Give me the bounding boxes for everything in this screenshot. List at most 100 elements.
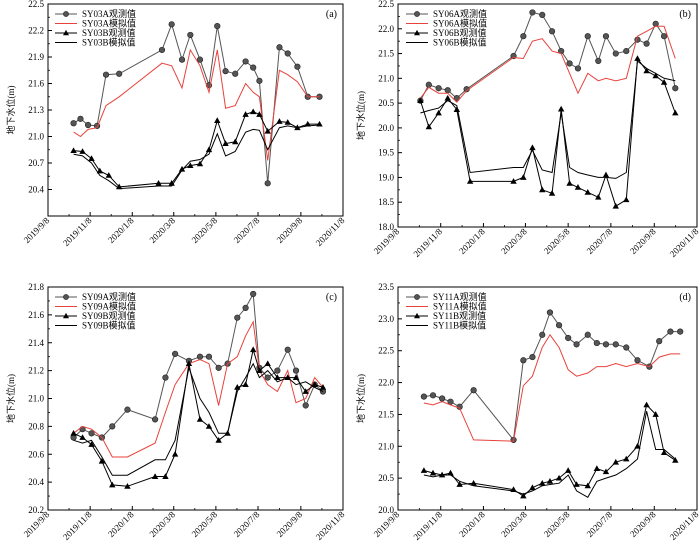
data-point: [634, 55, 641, 61]
y-tick-label: 21.6: [28, 310, 44, 320]
panel-label: (b): [679, 9, 691, 20]
y-axis-label: 地下水位(m): [5, 374, 16, 423]
data-point: [612, 341, 619, 348]
data-point: [79, 148, 86, 154]
y-tick-label: 20.7: [28, 158, 44, 168]
series-line-4: [73, 362, 324, 476]
x-tick-label: 2020/11/8: [314, 509, 347, 542]
data-point: [584, 33, 591, 40]
data-point: [304, 120, 311, 127]
data-point: [643, 67, 650, 74]
y-tick-label: 21.6: [28, 79, 44, 89]
legend-label: SY03B模拟值: [82, 37, 136, 48]
y-tick-label: 21.5: [378, 409, 394, 419]
legend-label: SY06B模拟值: [433, 37, 487, 48]
x-tick-label: 2020/3/8: [147, 215, 177, 245]
panel-label: (d): [679, 292, 691, 303]
legend-marker: [414, 29, 420, 36]
data-point: [539, 186, 546, 193]
data-point: [292, 367, 300, 374]
legend-marker: [63, 29, 69, 36]
data-point: [171, 450, 179, 457]
data-point: [634, 357, 641, 364]
x-tick-label: 2019/11/8: [61, 509, 94, 542]
data-point: [652, 72, 659, 79]
data-point: [187, 162, 194, 169]
y-tick-label: 23.5: [378, 282, 394, 292]
y-axis-label: 地下水位(m): [355, 91, 366, 140]
data-point: [584, 331, 591, 338]
data-point: [660, 78, 668, 85]
y-tick-label: 22.5: [28, 0, 44, 9]
data-point: [557, 105, 565, 112]
legend-label: SY09A观测值: [82, 291, 136, 302]
data-point: [311, 381, 318, 387]
legend-marker: [414, 312, 420, 319]
y-tick-label: 19.0: [378, 172, 394, 182]
data-point: [155, 180, 162, 186]
x-tick-label: 2020/7/8: [232, 215, 262, 245]
data-point: [439, 395, 446, 402]
y-tick-label: 21.3: [28, 105, 44, 115]
y-tick-label: 20.4: [28, 185, 44, 195]
data-point: [612, 458, 619, 465]
data-point: [539, 479, 546, 486]
data-point: [595, 57, 602, 65]
data-point: [672, 109, 679, 116]
x-tick-label: 2020/1/8: [106, 215, 136, 245]
data-point: [453, 106, 461, 112]
y-tick-label: 21.2: [28, 366, 44, 376]
data-point: [151, 473, 159, 479]
data-point: [548, 28, 556, 35]
y-tick-label: 22.0: [378, 24, 394, 34]
data-point: [242, 304, 249, 312]
data-point: [573, 341, 580, 348]
data-point: [672, 85, 679, 92]
y-tick-label: 22.5: [378, 0, 394, 9]
data-point: [574, 184, 582, 190]
y-tick-label: 22.0: [378, 378, 394, 388]
panel-label: (c): [326, 292, 337, 303]
x-tick-label: 2019/11/8: [61, 215, 94, 248]
data-point: [548, 190, 556, 196]
data-point: [520, 174, 527, 180]
data-point: [109, 481, 116, 488]
x-tick-label: 2020/7/8: [585, 509, 615, 539]
data-point: [284, 346, 291, 353]
x-tick-label: 2020/11/8: [314, 215, 347, 248]
data-point: [242, 381, 249, 387]
data-point: [215, 437, 222, 443]
x-tick-label: 2020/1/8: [457, 509, 487, 539]
data-point: [302, 402, 309, 409]
data-point: [178, 165, 186, 172]
data-point: [444, 94, 451, 101]
data-point: [250, 64, 257, 71]
data-point: [565, 334, 572, 342]
data-point: [623, 344, 630, 351]
series-line-4: [423, 411, 676, 498]
data-point: [302, 388, 309, 394]
data-point: [564, 467, 572, 473]
data-point: [660, 33, 668, 40]
legend-marker: [63, 294, 69, 300]
data-point: [623, 455, 630, 462]
series-line-4: [420, 60, 676, 179]
data-point: [264, 127, 271, 134]
data-point: [249, 108, 257, 115]
data-point: [470, 479, 477, 486]
data-point: [242, 111, 249, 117]
data-point: [520, 357, 527, 364]
y-axis-label: 地下水位(m): [355, 374, 366, 423]
data-point: [70, 430, 77, 436]
series-line-3: [419, 57, 676, 207]
data-point: [88, 441, 95, 447]
y-tick-label: 20.0: [378, 123, 394, 133]
data-point: [435, 85, 442, 92]
data-point: [196, 56, 204, 63]
data-point: [88, 155, 95, 161]
data-point: [677, 328, 684, 335]
data-point: [573, 481, 580, 487]
y-tick-label: 18.0: [378, 222, 394, 232]
data-point: [88, 430, 95, 437]
data-point: [116, 70, 123, 77]
